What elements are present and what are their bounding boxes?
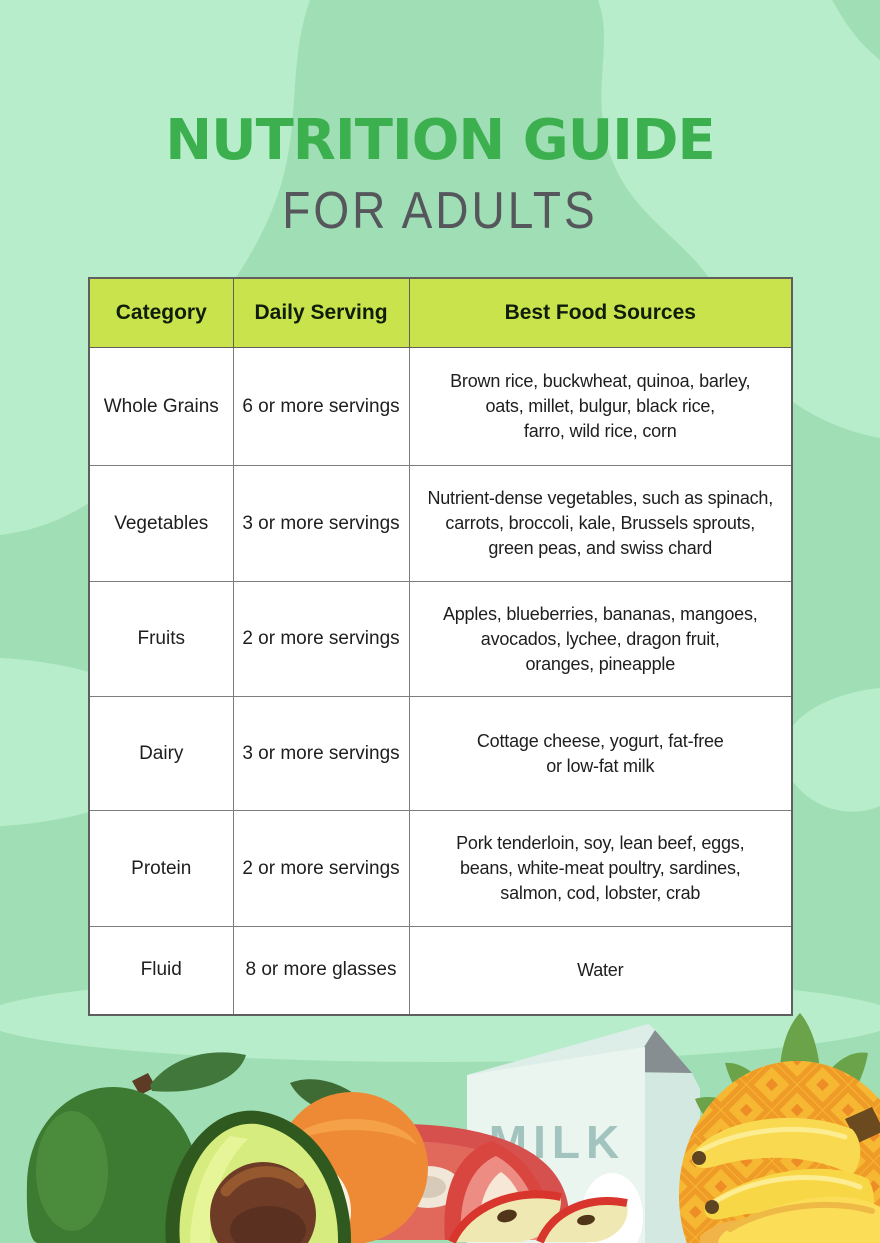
- page-title: NUTRITION GUIDE: [165, 108, 716, 173]
- table-row: Protein 2 or more servings Pork tenderlo…: [88, 810, 793, 927]
- table-row: Dairy 3 or more servings Cottage cheese,…: [88, 696, 793, 811]
- cell-serving: 3 or more servings: [232, 696, 410, 811]
- cell-serving: 6 or more servings: [232, 347, 410, 466]
- table-row: Fluid 8 or more glasses Water: [88, 926, 793, 1015]
- blob-corner-dark: [832, 0, 880, 60]
- cell-sources: Brown rice, buckwheat, quinoa, barley, o…: [408, 347, 793, 466]
- header-daily-serving: Daily Serving: [232, 277, 410, 348]
- nutrition-table: Category Daily Serving Best Food Sources…: [88, 277, 793, 1016]
- cell-category: Whole Grains: [88, 347, 234, 466]
- cell-serving: 3 or more servings: [232, 465, 410, 582]
- cell-sources: Water: [408, 926, 793, 1015]
- cell-category: Vegetables: [88, 465, 234, 582]
- table-row: Whole Grains 6 or more servings Brown ri…: [88, 347, 793, 466]
- table-header-row: Category Daily Serving Best Food Sources: [88, 277, 793, 348]
- avocado-illustration: [26, 1052, 352, 1243]
- blob-bottom-right: [781, 688, 880, 812]
- cell-serving: 2 or more servings: [232, 810, 410, 927]
- header-best-food-sources: Best Food Sources: [408, 277, 793, 348]
- header-category: Category: [88, 277, 234, 348]
- cell-sources: Pork tenderloin, soy, lean beef, eggs, b…: [408, 810, 793, 927]
- cell-sources: Apples, blueberries, bananas, mangoes, a…: [408, 581, 793, 697]
- blob-top-right: [598, 0, 880, 438]
- page-subtitle: FOR ADULTS: [282, 181, 598, 240]
- table-row: Fruits 2 or more servings Apples, bluebe…: [88, 581, 793, 697]
- cell-category: Fruits: [88, 581, 234, 697]
- cell-category: Fluid: [88, 926, 234, 1015]
- cell-category: Protein: [88, 810, 234, 927]
- avocado-half: [165, 1110, 352, 1243]
- apple-wedges-illustration: [448, 1190, 628, 1243]
- cell-sources: Cottage cheese, yogurt, fat-free or low-…: [408, 696, 793, 811]
- cell-sources: Nutrient-dense vegetables, such as spina…: [408, 465, 793, 582]
- table-row: Vegetables 3 or more servings Nutrient-d…: [88, 465, 793, 582]
- cell-category: Dairy: [88, 696, 234, 811]
- cell-serving: 8 or more glasses: [232, 926, 410, 1015]
- cell-serving: 2 or more servings: [232, 581, 410, 697]
- bananas-illustration: [691, 1107, 880, 1243]
- food-illustration: MILK: [26, 1013, 880, 1243]
- blob-top-left: [0, 0, 310, 535]
